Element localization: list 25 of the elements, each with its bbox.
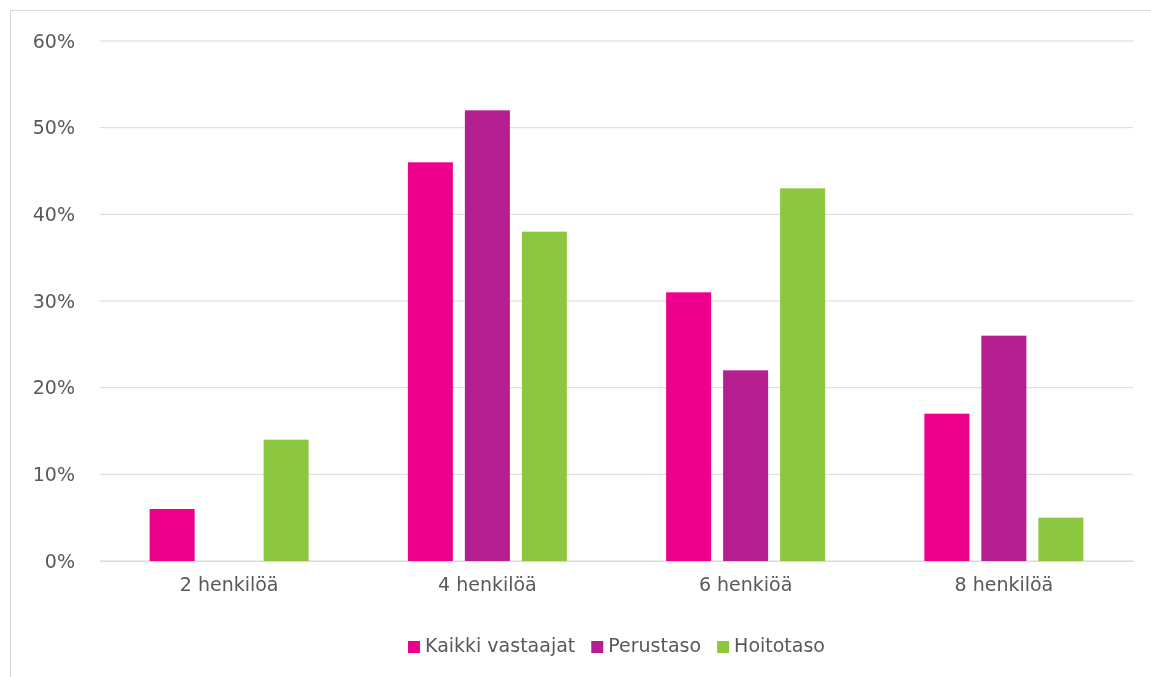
y-tick-label: 10% (32, 462, 75, 485)
legend-label: Hoitotaso (734, 634, 825, 656)
y-tick-label: 20% (32, 376, 75, 399)
y-tick-label: 60% (32, 29, 75, 52)
bar (723, 370, 769, 561)
bar (149, 509, 195, 561)
x-tick-label: 4 henkilöä (438, 572, 537, 595)
y-tick-label: 40% (32, 202, 75, 225)
y-tick-label: 50% (32, 116, 75, 139)
y-tick-label: 0% (44, 549, 75, 572)
legend-label: Perustaso (608, 634, 702, 656)
bar (666, 292, 712, 561)
bar (464, 110, 510, 561)
bar (780, 188, 826, 561)
x-tick-label: 8 henkilöä (954, 572, 1054, 595)
bar (981, 335, 1027, 561)
legend-label: Kaikki vastaajat (425, 634, 576, 656)
bar (407, 162, 453, 561)
x-tick-label: 2 henkilöä (179, 572, 279, 595)
bar (521, 231, 567, 561)
bar (924, 413, 970, 561)
bar (1038, 517, 1084, 561)
x-tick-label: 6 henkiöä (698, 572, 793, 595)
y-tick-label: 30% (32, 289, 75, 312)
bar (263, 439, 309, 561)
